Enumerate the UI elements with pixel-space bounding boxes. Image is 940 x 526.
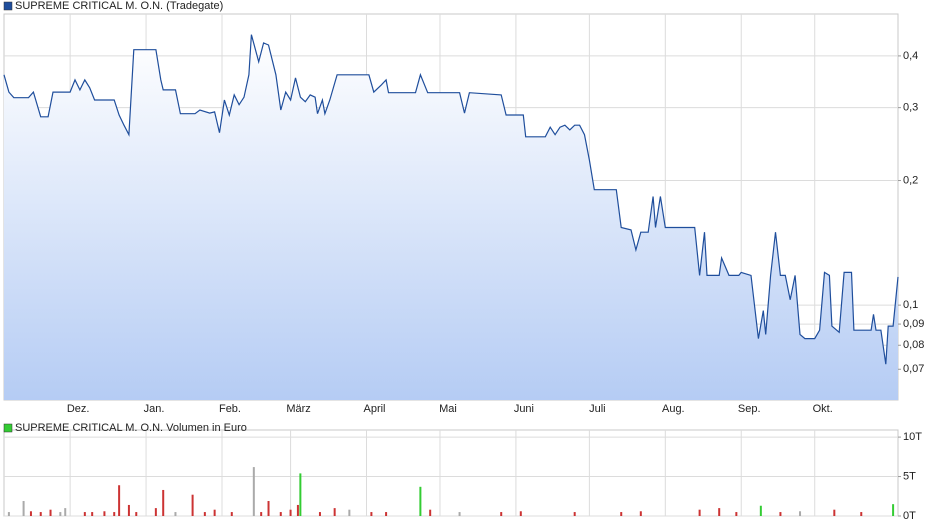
x-tick-label: Dez. [67, 403, 90, 415]
volume-bar [370, 512, 373, 516]
volume-bar [735, 512, 738, 516]
x-tick-label: Juni [514, 403, 534, 415]
volume-bar [419, 486, 422, 516]
y-tick-label: 0,09 [903, 318, 924, 330]
volume-bar [83, 512, 86, 516]
volume-bar [135, 512, 138, 516]
price-area [4, 34, 898, 400]
volume-bar [213, 509, 216, 516]
y-tick-label: 0,4 [903, 50, 918, 62]
volume-bar [759, 505, 762, 516]
y-tick-label: 10T [903, 431, 922, 443]
volume-bar [458, 512, 461, 516]
y-tick-label: 0,1 [903, 299, 918, 311]
y-tick-label: 0T [903, 510, 916, 522]
volume-bar [348, 509, 351, 516]
y-tick-label: 0,2 [903, 174, 918, 186]
volume-bar [91, 512, 94, 516]
volume-bar [162, 489, 165, 516]
volume-bar [174, 512, 177, 516]
x-tick-label: Sep. [738, 403, 761, 415]
volume-bar [620, 512, 623, 516]
y-tick-label: 0,08 [903, 339, 924, 351]
volume-bar [29, 511, 32, 516]
plot-area [3, 429, 899, 517]
volume-bar [639, 511, 642, 516]
volume-bar [64, 508, 67, 516]
volume-bar [296, 504, 299, 516]
volume-bar [154, 508, 157, 516]
volume-bar [191, 494, 194, 516]
volume-bar [7, 512, 10, 516]
volume-bar [500, 512, 503, 516]
legend-swatch [3, 423, 13, 433]
volume-bar [519, 511, 522, 516]
volume-bar [833, 509, 836, 516]
volume-bar [230, 512, 233, 516]
volume-bar [39, 512, 42, 516]
x-tick-label: März [286, 403, 310, 415]
volume-bar [299, 473, 302, 516]
volume-bar [892, 504, 895, 516]
x-tick-label: April [363, 403, 385, 415]
volume-bar [718, 508, 721, 516]
volume-bar [59, 512, 62, 516]
volume-bar [385, 512, 388, 516]
x-tick-label: Okt. [813, 403, 833, 415]
volume-bar [333, 508, 336, 516]
volume-bar [127, 504, 130, 516]
x-tick-label: Feb. [219, 403, 241, 415]
price-line [3, 34, 899, 365]
volume-bar [22, 501, 25, 516]
y-tick-label: 0,3 [903, 102, 918, 114]
volume-bar [429, 509, 432, 516]
volume-bar [289, 509, 292, 516]
volume-bar [698, 509, 701, 516]
volume-bar [260, 512, 263, 516]
volume-bar [318, 512, 321, 516]
volume-bar [118, 485, 121, 516]
x-tick-label: Mai [439, 403, 457, 415]
volume-bar [203, 512, 206, 516]
volume-bar [779, 512, 782, 516]
volume-bar [267, 501, 270, 516]
volume-bar [49, 509, 52, 516]
legend-label: SUPREME CRITICAL M. O.N. Volumen in Euro [15, 422, 247, 434]
volume-bar [103, 511, 106, 516]
volume-bar [279, 512, 282, 516]
volume-bar [252, 467, 255, 516]
y-tick-label: 0,07 [903, 363, 924, 375]
legend-swatch [3, 1, 13, 11]
legend-label: SUPREME CRITICAL M. O.N. (Tradegate) [15, 0, 223, 12]
y-tick-label: 5T [903, 470, 916, 482]
volume-bar [113, 512, 116, 516]
x-tick-label: Juli [589, 403, 606, 415]
volume-bar [799, 511, 802, 516]
x-tick-label: Aug. [662, 403, 685, 415]
volume-bar [860, 512, 863, 516]
x-tick-label: Jan. [144, 403, 165, 415]
volume-bar [573, 512, 576, 516]
